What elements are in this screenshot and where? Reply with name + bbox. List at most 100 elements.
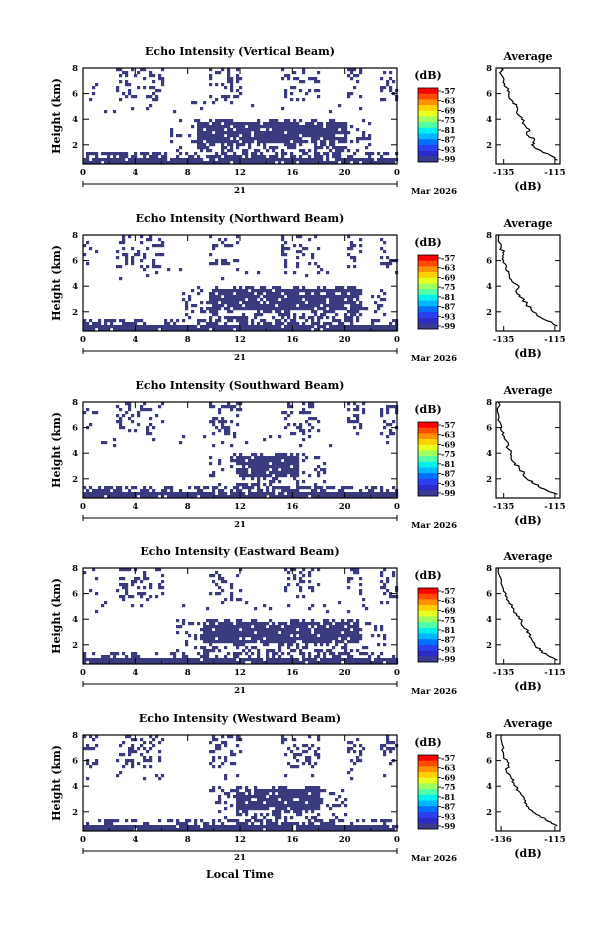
heatmap-cell [332, 658, 336, 662]
heatmap-cell [344, 486, 348, 490]
heatmap-cell [197, 486, 201, 490]
heatmap-cell [203, 637, 207, 641]
heatmap-cell [284, 459, 288, 463]
heatmap-cell [146, 328, 150, 332]
heatmap-cell [245, 131, 249, 135]
heatmap-cell [89, 828, 93, 832]
heatmap-cell [155, 158, 159, 162]
heatmap-cell [233, 459, 237, 463]
heatmap-cell [272, 495, 276, 499]
heatmap-cell [206, 140, 210, 144]
heatmap-cell [131, 658, 135, 662]
heatmap-cell [236, 80, 240, 84]
heatmap-cell [326, 825, 330, 829]
heatmap-cell [326, 310, 330, 314]
heatmap-cell [290, 304, 294, 308]
heatmap-cell [368, 122, 372, 126]
heatmap-cell [308, 661, 312, 665]
heatmap-cell [179, 825, 183, 829]
heatmap-cell [161, 592, 165, 596]
heatmap-cell [299, 580, 303, 584]
heatmap-cell [149, 595, 153, 599]
heatmap-cell [128, 417, 132, 421]
heatmap-cell [317, 492, 321, 496]
heatmap-cell [200, 819, 204, 823]
heatmap-cell [155, 735, 159, 739]
heatmap-cell [311, 774, 315, 778]
colorbar-tick-label: -81 [441, 292, 455, 302]
heatmap-cell [122, 426, 126, 430]
heatmap-cell [386, 495, 390, 499]
colorbar-swatch [418, 622, 438, 629]
heatmap-cell [251, 328, 255, 332]
heatmap-cell [233, 655, 237, 659]
heatmap-cell [119, 495, 123, 499]
heatmap-cell [314, 798, 318, 802]
heatmap-cell [359, 589, 363, 593]
heatmap-cell [380, 825, 384, 829]
heatmap-cell [290, 86, 294, 90]
heatmap-cell [161, 325, 165, 329]
heatmap-cell [137, 250, 141, 254]
heatmap-cell [275, 131, 279, 135]
heatmap-cell [206, 625, 210, 629]
heatmap-cell [353, 828, 357, 832]
heatmap-cell [323, 640, 327, 644]
heatmap-cell [95, 161, 99, 165]
heatmap-cell [221, 828, 225, 832]
heatmap-cell [371, 152, 375, 156]
heatmap-cell [140, 604, 144, 608]
heatmap-cell [221, 468, 225, 472]
heatmap-cell [254, 789, 258, 793]
heatmap-cell [302, 301, 306, 305]
heatmap-cell [167, 268, 171, 272]
heatmap-cell [152, 158, 156, 162]
heatmap-cell [203, 146, 207, 150]
heatmap-cell [350, 486, 354, 490]
heatmap-cell [233, 819, 237, 823]
heatmap-cell [392, 161, 396, 165]
heatmap-cell [377, 304, 381, 308]
heatmap-cell [89, 825, 93, 829]
heatmap-cell [113, 438, 117, 442]
heatmap-cell [143, 592, 147, 596]
heatmap-cell [215, 119, 219, 123]
heatmap-cell [290, 625, 294, 629]
heatmap-cell [128, 402, 132, 406]
heatmap-cell [176, 155, 180, 159]
heatmap-cell [248, 801, 252, 805]
heatmap-cell [209, 262, 213, 266]
heatmap-cell [287, 247, 291, 251]
heatmap-cell [92, 158, 96, 162]
heatmap-cell [206, 628, 210, 632]
heatmap-cell [236, 292, 240, 296]
heatmap-cell [386, 738, 390, 742]
heatmap-cell [311, 119, 315, 123]
heatmap-cell [251, 304, 255, 308]
heatmap-cell [221, 137, 225, 141]
colorbar-tick-label: -99 [441, 154, 456, 164]
heatmap-cell [380, 155, 384, 159]
heatmap-cell [305, 625, 309, 629]
heatmap-cell [290, 640, 294, 644]
heatmap-cell [353, 304, 357, 308]
heatmap-cell [302, 622, 306, 626]
heatmap-cell [284, 74, 288, 78]
heatmap-cell [119, 423, 123, 427]
heatmap-cell [359, 825, 363, 829]
heatmap-cell [272, 631, 276, 635]
heatmap-cell [317, 465, 321, 469]
heatmap-cell [311, 128, 315, 132]
heatmap-cell [260, 634, 264, 638]
heatmap-cell [332, 792, 336, 796]
heatmap-cell [278, 471, 282, 475]
heatmap-cell [164, 328, 168, 332]
heatmap-cell [98, 825, 102, 829]
heatmap-cell [158, 759, 162, 763]
heatmap-cell [242, 822, 246, 826]
colorbar-swatch [418, 484, 438, 491]
heatmap-cell [101, 152, 105, 156]
heatmap-cell [227, 149, 231, 153]
heatmap-cell [347, 634, 351, 638]
heatmap-cell [272, 149, 276, 153]
